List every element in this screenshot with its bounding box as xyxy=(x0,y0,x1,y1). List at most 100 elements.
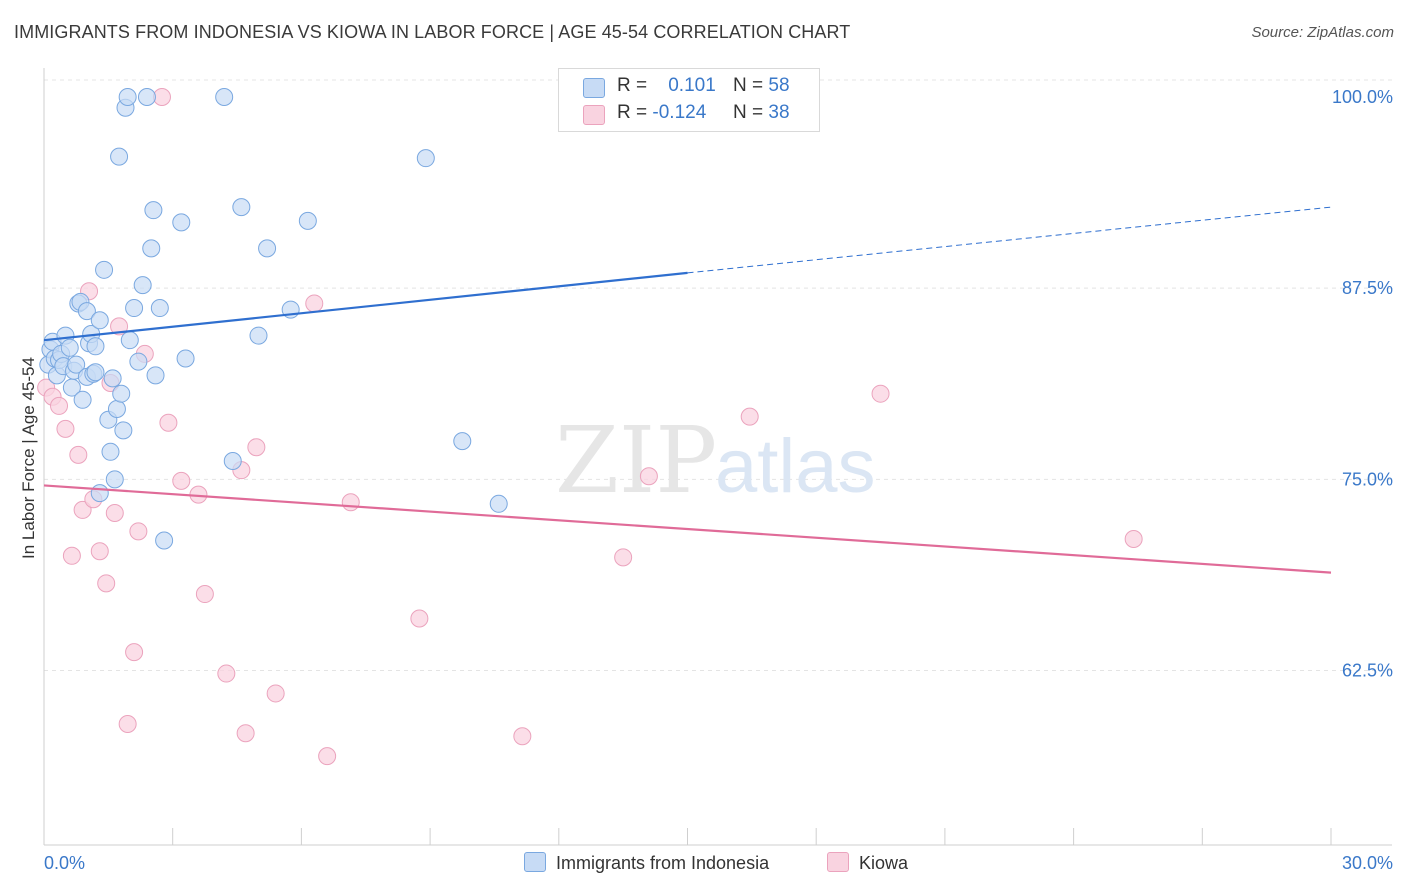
kiowa-points xyxy=(37,88,1143,766)
indonesia-point xyxy=(77,302,96,321)
legend-item-kiowa[interactable]: Kiowa xyxy=(827,852,908,874)
kiowa-point xyxy=(152,88,171,106)
indonesia-point xyxy=(112,384,131,403)
y-tick-label: 75.0% xyxy=(1342,469,1393,489)
kiowa-point xyxy=(56,419,75,438)
indonesia-point xyxy=(67,355,86,374)
indonesia-point xyxy=(172,213,191,232)
indonesia-point xyxy=(146,366,165,385)
legend-n-value-kiowa: 38 xyxy=(768,102,790,123)
legend-r-value-kiowa: -0.124 xyxy=(652,102,707,123)
kiowa-point xyxy=(110,317,129,336)
legend-r-value-indonesia: 0.101 xyxy=(668,75,716,96)
kiowa-point xyxy=(195,585,214,604)
trend-lines xyxy=(43,206,1332,574)
indonesia-point xyxy=(142,239,161,258)
indonesia-trend-line xyxy=(43,271,688,342)
kiowa-point xyxy=(871,384,890,403)
kiowa-point xyxy=(410,609,429,628)
indonesia-point xyxy=(103,369,122,388)
kiowa-point xyxy=(69,445,88,464)
tick-labels: 62.5% 75.0% 87.5% 100.0% 0.0% 30.0% xyxy=(44,87,1393,873)
kiowa-point xyxy=(247,438,266,457)
x-tick-label: 30.0% xyxy=(1342,853,1393,873)
legend-swatch-blue xyxy=(524,852,546,872)
indonesia-point xyxy=(176,349,195,368)
legend-n-label: N = xyxy=(733,102,764,123)
indonesia-point xyxy=(90,484,109,503)
kiowa-point xyxy=(73,500,92,519)
kiowa-point xyxy=(97,574,116,593)
kiowa-point xyxy=(639,467,658,486)
indonesia-point xyxy=(95,260,114,279)
legend-r-label: R = xyxy=(617,75,648,96)
axes xyxy=(43,68,1392,846)
indonesia-point xyxy=(232,198,251,217)
kiowa-point xyxy=(1124,529,1143,548)
legend-swatch-pink xyxy=(827,852,849,872)
y-axis-label: In Labor Force | Age 45-54 xyxy=(19,357,38,559)
indonesia-point xyxy=(105,470,124,489)
indonesia-point xyxy=(60,338,79,357)
kiowa-point xyxy=(129,522,148,541)
kiowa-point xyxy=(236,724,255,743)
kiowa-point xyxy=(105,503,124,522)
legend-swatch-blue xyxy=(583,78,605,98)
indonesia-point xyxy=(249,326,268,345)
legend-label-indonesia: Immigrants from Indonesia xyxy=(556,853,770,873)
indonesia-point xyxy=(133,276,152,295)
indonesia-point xyxy=(90,311,109,330)
kiowa-point xyxy=(341,493,360,512)
legend-label-kiowa: Kiowa xyxy=(859,853,909,873)
kiowa-point xyxy=(90,542,109,561)
indonesia-point xyxy=(150,299,169,318)
indonesia-point xyxy=(107,399,126,418)
indonesia-point xyxy=(73,390,92,409)
watermark-zip: ZIP xyxy=(555,407,717,514)
indonesia-point xyxy=(86,337,105,356)
kiowa-trend-line xyxy=(43,484,1332,574)
indonesia-point xyxy=(114,421,133,440)
indonesia-point xyxy=(110,147,129,166)
legend-n-label: N = xyxy=(733,75,764,96)
kiowa-point xyxy=(740,407,759,426)
grid-lines xyxy=(44,79,1392,671)
kiowa-point xyxy=(159,413,178,432)
kiowa-point xyxy=(62,546,81,565)
indonesia-point xyxy=(155,531,174,550)
correlation-legend: R = 0.101 N = 58 R = -0.124 N = 38 xyxy=(558,68,820,132)
kiowa-point xyxy=(50,396,69,415)
indonesia-point xyxy=(215,88,234,106)
indonesia-point xyxy=(453,432,472,451)
indonesia-points xyxy=(39,88,508,550)
indonesia-point xyxy=(144,201,163,220)
watermark: ZIP atlas xyxy=(555,407,876,514)
kiowa-point xyxy=(513,727,532,746)
legend-swatch-pink xyxy=(583,105,605,125)
kiowa-point xyxy=(125,643,144,662)
kiowa-point xyxy=(118,715,137,734)
kiowa-point xyxy=(305,294,324,313)
x-tick-label: 0.0% xyxy=(44,853,85,873)
indonesia-point xyxy=(118,88,137,106)
kiowa-point xyxy=(614,548,633,567)
indonesia-point xyxy=(101,442,120,461)
legend-r-label: R = xyxy=(617,102,648,123)
y-tick-label: 100.0% xyxy=(1332,87,1393,107)
kiowa-point xyxy=(266,684,285,703)
kiowa-point xyxy=(318,747,337,766)
indonesia-point xyxy=(223,451,242,470)
indonesia-point xyxy=(416,149,435,168)
y-tick-label: 87.5% xyxy=(1342,278,1393,298)
chart-title: IMMIGRANTS FROM INDONESIA VS KIOWA IN LA… xyxy=(14,22,851,42)
kiowa-point xyxy=(172,471,191,490)
source-label: Source: ZipAtlas.com xyxy=(1251,24,1394,41)
indonesia-point xyxy=(86,363,105,382)
indonesia-point xyxy=(258,239,277,258)
legend-n-value-indonesia: 58 xyxy=(768,75,790,96)
watermark-atlas: atlas xyxy=(715,424,876,509)
indonesia-point xyxy=(137,88,156,106)
indonesia-point xyxy=(120,331,139,350)
series-legend: Immigrants from Indonesia Kiowa xyxy=(0,852,1406,878)
legend-item-indonesia[interactable]: Immigrants from Indonesia xyxy=(524,852,769,874)
